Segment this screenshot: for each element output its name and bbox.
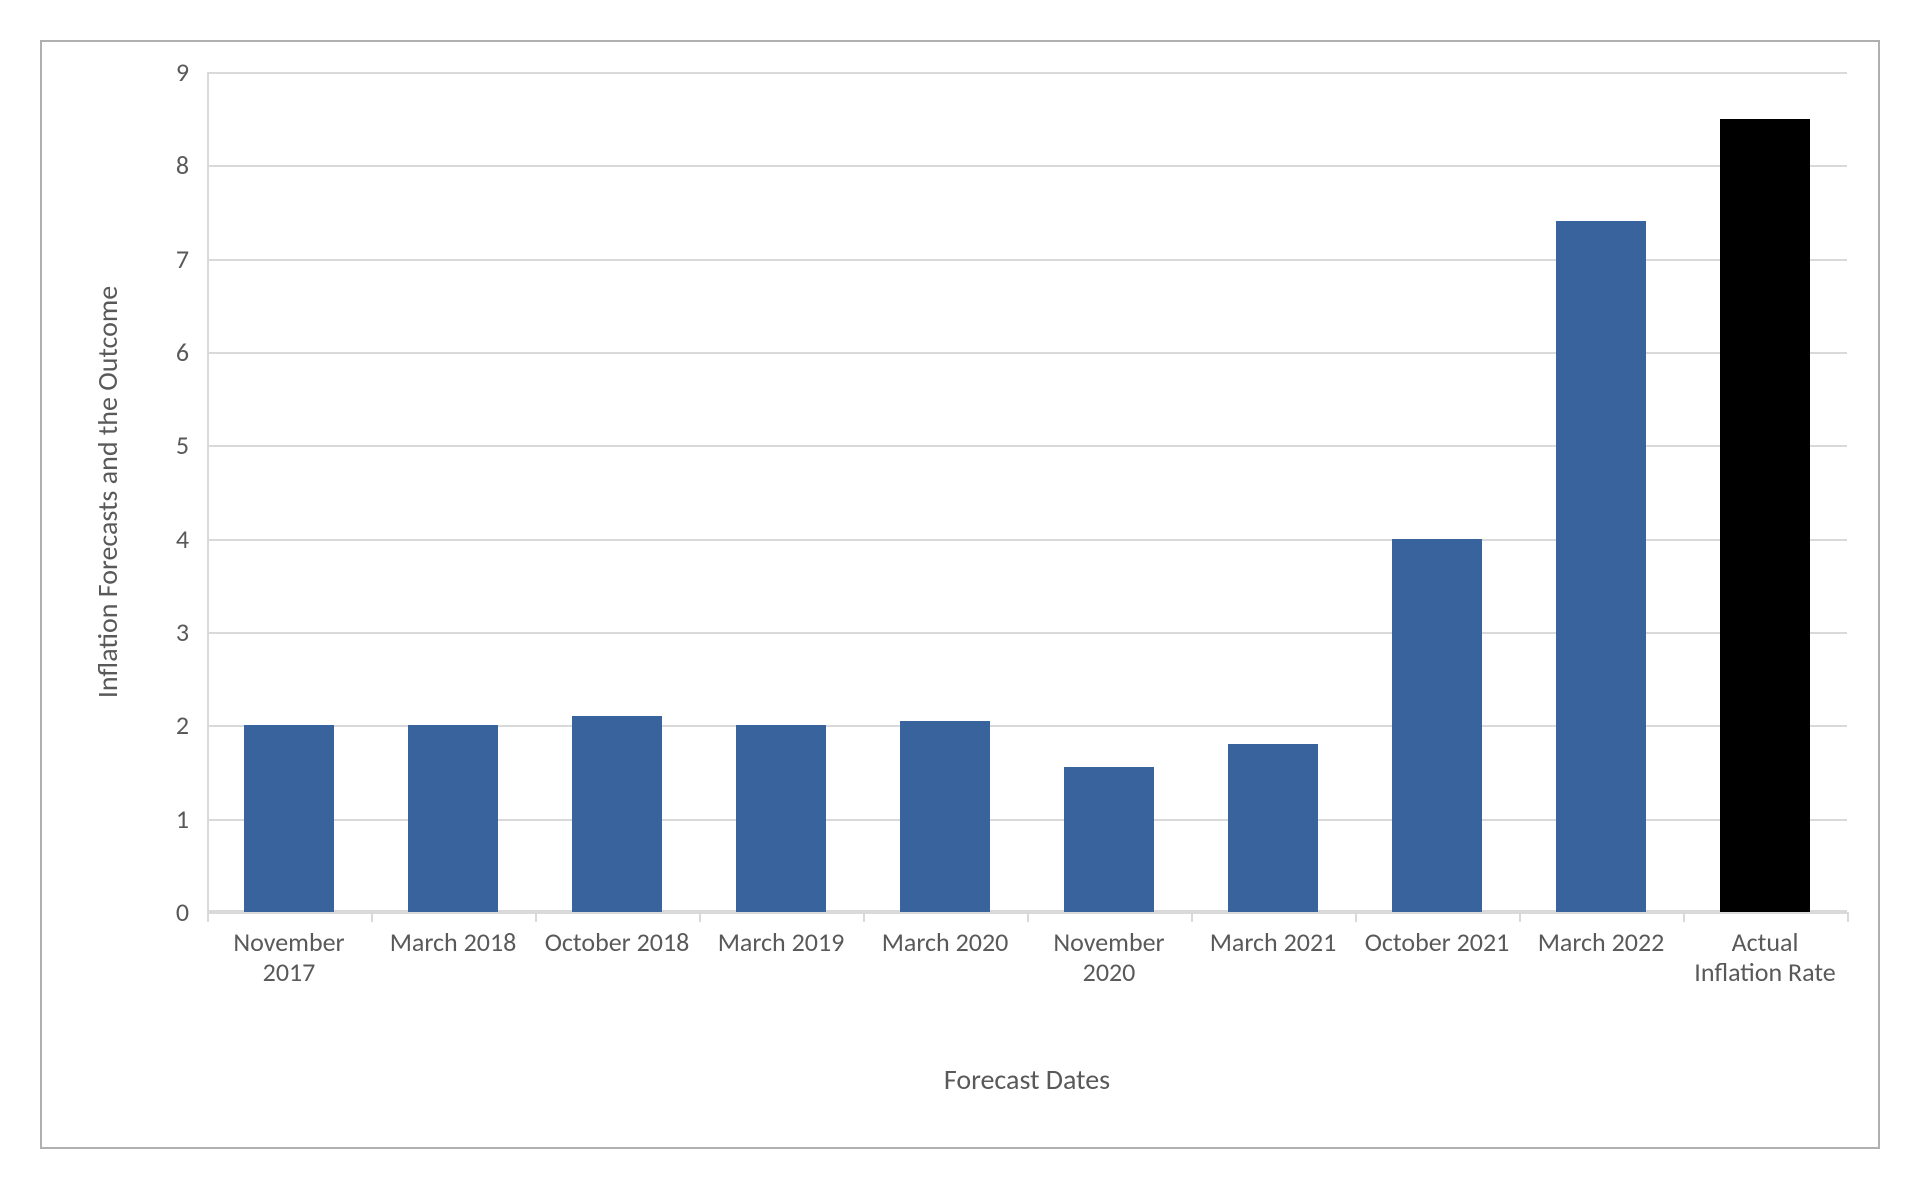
bar: [408, 725, 498, 912]
x-tick-label: March 2018: [375, 928, 531, 1048]
x-tick-mark: [1519, 912, 1521, 922]
x-tick-mark: [1847, 912, 1849, 922]
bar: [736, 725, 826, 912]
x-tick-mark: [1355, 912, 1357, 922]
bar: [1556, 221, 1646, 912]
x-tick-label: Actual Inflation Rate: [1687, 928, 1843, 1048]
x-axis-title: Forecast Dates: [207, 1062, 1847, 1097]
x-tick-mark: [535, 912, 537, 922]
y-tick-label: 7: [139, 243, 189, 275]
x-tick-mark: [863, 912, 865, 922]
bar: [572, 716, 662, 912]
x-tick-label: March 2020: [867, 928, 1023, 1048]
gridline: [207, 165, 1847, 167]
bar: [900, 721, 990, 912]
bar: [1064, 767, 1154, 912]
x-tick-mark: [1191, 912, 1193, 922]
y-axis-line: [207, 72, 209, 912]
x-tick-mark: [1683, 912, 1685, 922]
bar: [1228, 744, 1318, 912]
bar: [1720, 119, 1810, 912]
y-axis-title: Inflation Forecasts and the Outcome: [90, 72, 125, 912]
x-tick-mark: [1027, 912, 1029, 922]
x-tick-label: October 2018: [539, 928, 695, 1048]
x-tick-label: March 2019: [703, 928, 859, 1048]
y-tick-label: 8: [139, 149, 189, 181]
y-tick-label: 6: [139, 336, 189, 368]
x-tick-label: March 2022: [1523, 928, 1679, 1048]
x-tick-label: October 2021: [1359, 928, 1515, 1048]
gridline: [207, 72, 1847, 74]
y-tick-label: 1: [139, 803, 189, 835]
chart-frame: 0123456789 November 2017March 2018Octobe…: [40, 40, 1880, 1149]
x-tick-label: November 2020: [1031, 928, 1187, 1048]
y-tick-label: 9: [139, 56, 189, 88]
bar: [244, 725, 334, 912]
x-tick-mark: [371, 912, 373, 922]
x-tick-mark: [699, 912, 701, 922]
x-tick-label: November 2017: [211, 928, 367, 1048]
x-tick-label: March 2021: [1195, 928, 1351, 1048]
y-tick-label: 4: [139, 523, 189, 555]
bar: [1392, 539, 1482, 912]
y-tick-label: 3: [139, 616, 189, 648]
y-tick-label: 5: [139, 429, 189, 461]
y-tick-label: 2: [139, 709, 189, 741]
y-tick-label: 0: [139, 896, 189, 928]
x-tick-mark: [207, 912, 209, 922]
plot-area: [207, 72, 1847, 912]
